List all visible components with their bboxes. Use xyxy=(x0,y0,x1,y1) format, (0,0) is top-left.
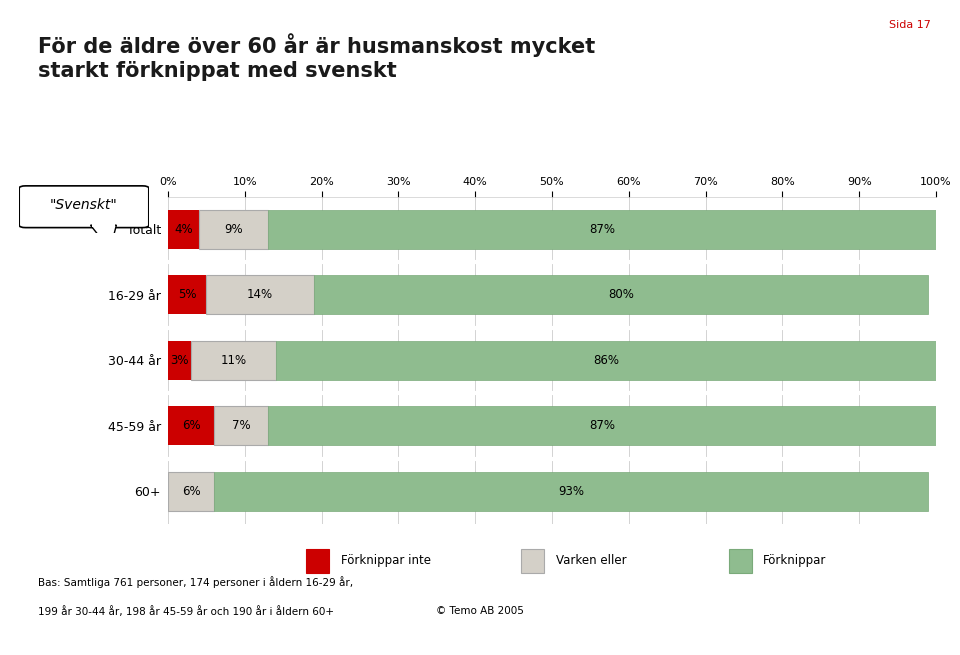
Text: "Svenskt": "Svenskt" xyxy=(50,198,118,212)
Polygon shape xyxy=(92,224,115,227)
FancyBboxPatch shape xyxy=(19,186,149,227)
Text: 6%: 6% xyxy=(181,419,201,432)
Text: 9%: 9% xyxy=(224,223,243,236)
Text: 87%: 87% xyxy=(588,419,615,432)
Text: © Temo AB 2005: © Temo AB 2005 xyxy=(436,606,524,616)
Text: 3%: 3% xyxy=(170,354,189,367)
Text: 5%: 5% xyxy=(178,288,197,301)
Text: 4%: 4% xyxy=(174,223,193,236)
Bar xyxy=(191,341,276,380)
Text: 87%: 87% xyxy=(588,223,615,236)
Text: Varken eller: Varken eller xyxy=(556,553,627,567)
Text: För de äldre över 60 år är husmanskost mycket
starkt förknippat med svenskt: För de äldre över 60 år är husmanskost m… xyxy=(38,33,595,81)
Bar xyxy=(168,406,214,445)
Text: 93%: 93% xyxy=(558,485,585,498)
Text: 6%: 6% xyxy=(181,485,201,498)
Text: 11%: 11% xyxy=(220,354,247,367)
FancyBboxPatch shape xyxy=(521,550,544,573)
Text: Bas: Samtliga 761 personer, 174 personer i åldern 16-29 år,: Bas: Samtliga 761 personer, 174 personer… xyxy=(38,576,353,588)
Bar xyxy=(206,275,314,314)
Bar xyxy=(276,341,936,380)
Text: Sida 17: Sida 17 xyxy=(889,20,931,29)
Text: 86%: 86% xyxy=(592,354,619,367)
Bar xyxy=(268,210,936,249)
Text: 199 år 30-44 år, 198 år 45-59 år och 190 år i åldern 60+: 199 år 30-44 år, 198 år 45-59 år och 190… xyxy=(38,606,334,617)
Text: 80%: 80% xyxy=(609,288,634,301)
Polygon shape xyxy=(90,225,116,250)
Bar xyxy=(214,406,268,445)
Text: Förknippar: Förknippar xyxy=(763,553,827,567)
Bar xyxy=(168,210,199,249)
FancyBboxPatch shape xyxy=(306,550,329,573)
Bar xyxy=(214,472,928,511)
Bar xyxy=(168,275,206,314)
Text: Förknippar inte: Förknippar inte xyxy=(341,553,431,567)
Bar xyxy=(168,341,191,380)
Bar xyxy=(199,210,268,249)
FancyBboxPatch shape xyxy=(729,550,752,573)
Bar xyxy=(168,472,214,511)
Bar xyxy=(268,406,936,445)
Text: 7%: 7% xyxy=(231,419,251,432)
Bar xyxy=(314,275,928,314)
Text: 14%: 14% xyxy=(247,288,274,301)
